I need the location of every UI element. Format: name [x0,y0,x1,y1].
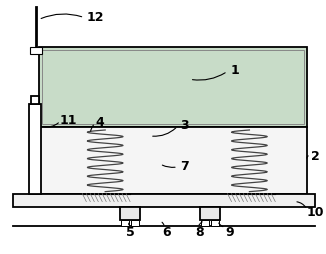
Text: 6: 6 [163,225,171,238]
Bar [211,221,218,227]
Bar [13,194,315,207]
Bar [38,128,307,194]
Bar [30,48,41,55]
Bar [29,105,40,194]
Text: 8: 8 [195,225,204,238]
Text: 7: 7 [180,160,189,173]
Bar [31,97,38,105]
Bar [201,221,209,227]
Text: 9: 9 [225,225,234,238]
Text: 10: 10 [306,205,324,218]
Text: 12: 12 [86,11,104,24]
Text: 1: 1 [230,64,239,76]
Text: 3: 3 [181,118,189,131]
Text: 11: 11 [60,113,77,126]
Bar [131,221,139,227]
Bar [120,207,140,221]
Text: 2: 2 [311,150,319,163]
Text: 4: 4 [96,115,105,128]
Text: 5: 5 [126,225,134,238]
Bar [200,207,220,221]
Bar [121,221,129,227]
Bar [38,48,307,128]
Bar [41,51,304,124]
